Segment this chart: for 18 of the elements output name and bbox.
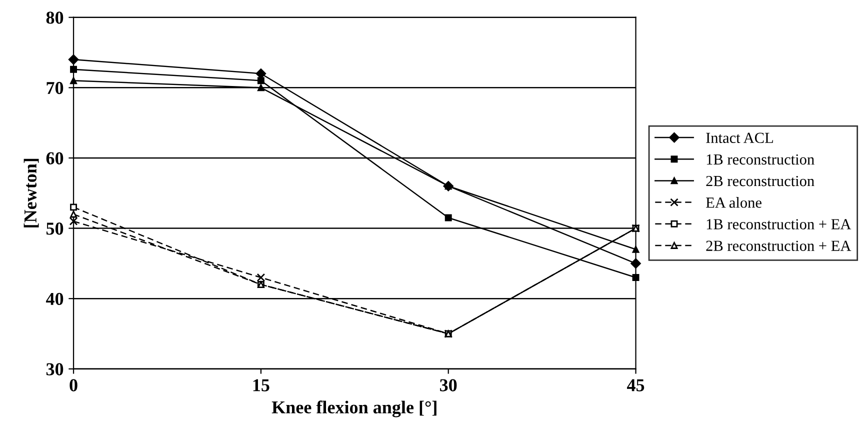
legend-label: 1B reconstruction + EA [706,219,852,230]
legend-label: EA alone [706,197,762,208]
y-axis-title: [Newton] [24,158,39,228]
legend-label: 2B reconstruction + EA [706,240,852,251]
y-tick-label: 70 [46,82,64,94]
legend-label: 1B reconstruction [706,154,814,165]
x-tick-label: 45 [626,379,644,392]
y-tick-label: 40 [46,292,64,306]
y-tick-label: 30 [46,363,64,376]
y-tick-label: 80 [46,12,64,24]
x-tick-label: 0 [70,379,78,392]
legend-label: Intact ACL [706,132,773,144]
x-axis-title: Knee flexion angle [°] [272,400,436,418]
x-tick-label: 30 [440,379,457,392]
y-tick-label: 60 [46,152,64,164]
legend-label: 2B reconstruction [706,176,814,186]
y-tick-label: 50 [46,222,64,235]
x-tick-label: 15 [253,379,270,392]
